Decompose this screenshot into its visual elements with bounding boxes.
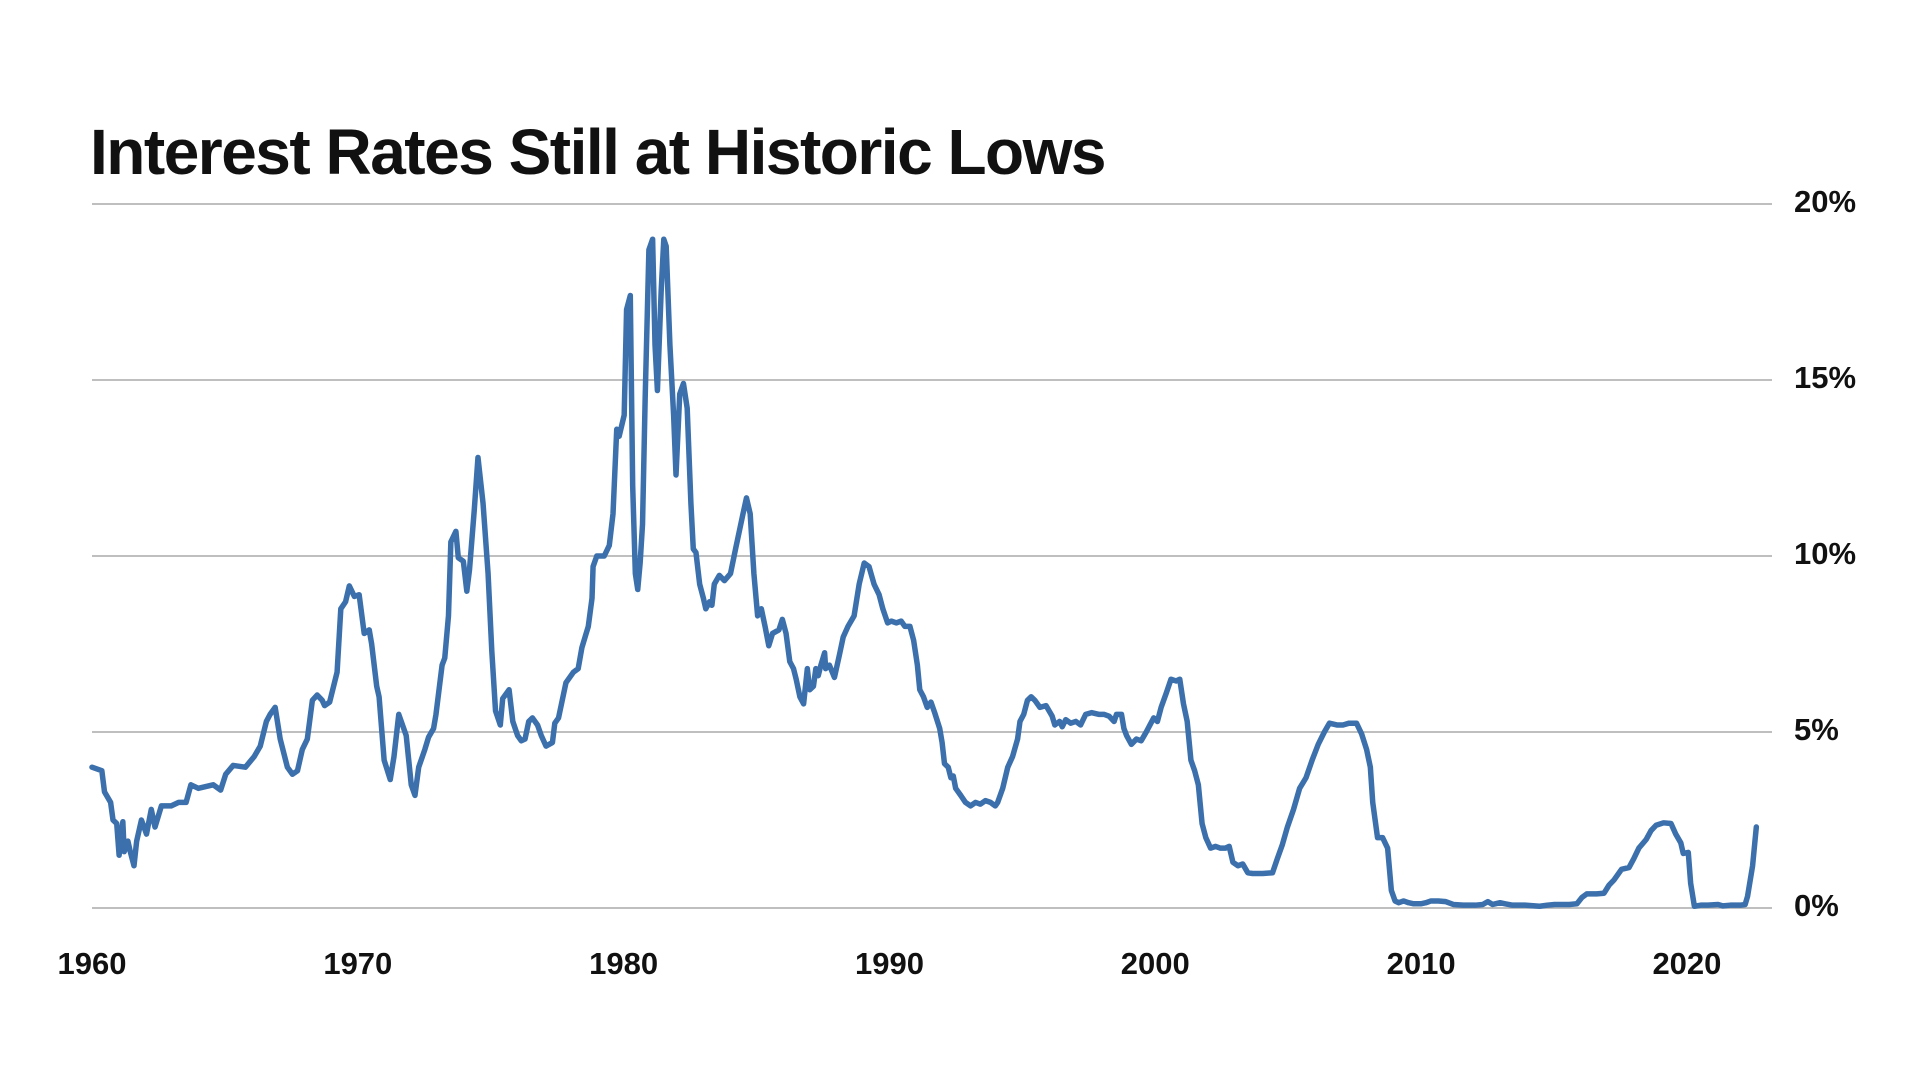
chart-title: Interest Rates Still at Historic Lows xyxy=(90,116,1105,188)
x-tick-label: 1980 xyxy=(589,946,658,981)
x-tick-label: 2020 xyxy=(1652,946,1721,981)
y-tick-label: 15% xyxy=(1794,360,1856,395)
y-tick-label: 20% xyxy=(1794,184,1856,219)
x-tick-label: 1960 xyxy=(58,946,127,981)
y-tick-label: 10% xyxy=(1794,536,1856,571)
x-tick-label: 1970 xyxy=(323,946,392,981)
x-tick-label: 2010 xyxy=(1387,946,1456,981)
x-tick-label: 2000 xyxy=(1121,946,1190,981)
data-line xyxy=(89,236,1760,909)
y-tick-label: 5% xyxy=(1794,712,1839,747)
x-tick-label: 1990 xyxy=(855,946,924,981)
y-tick-label: 0% xyxy=(1794,888,1839,923)
